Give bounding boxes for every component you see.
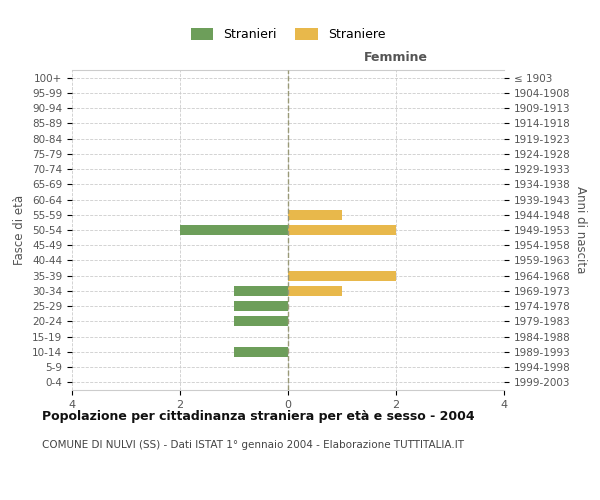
- Y-axis label: Anni di nascita: Anni di nascita: [574, 186, 587, 274]
- Bar: [234, 347, 288, 357]
- Bar: [234, 301, 288, 311]
- Legend: Stranieri, Straniere: Stranieri, Straniere: [184, 21, 392, 47]
- Bar: [288, 210, 342, 220]
- Bar: [288, 271, 396, 280]
- Bar: [288, 286, 342, 296]
- Bar: [288, 225, 396, 235]
- Bar: [180, 225, 288, 235]
- Text: Femmine: Femmine: [364, 50, 428, 64]
- Bar: [234, 286, 288, 296]
- Text: Popolazione per cittadinanza straniera per età e sesso - 2004: Popolazione per cittadinanza straniera p…: [42, 410, 475, 423]
- Text: COMUNE DI NULVI (SS) - Dati ISTAT 1° gennaio 2004 - Elaborazione TUTTITALIA.IT: COMUNE DI NULVI (SS) - Dati ISTAT 1° gen…: [42, 440, 464, 450]
- Bar: [234, 316, 288, 326]
- Y-axis label: Fasce di età: Fasce di età: [13, 195, 26, 265]
